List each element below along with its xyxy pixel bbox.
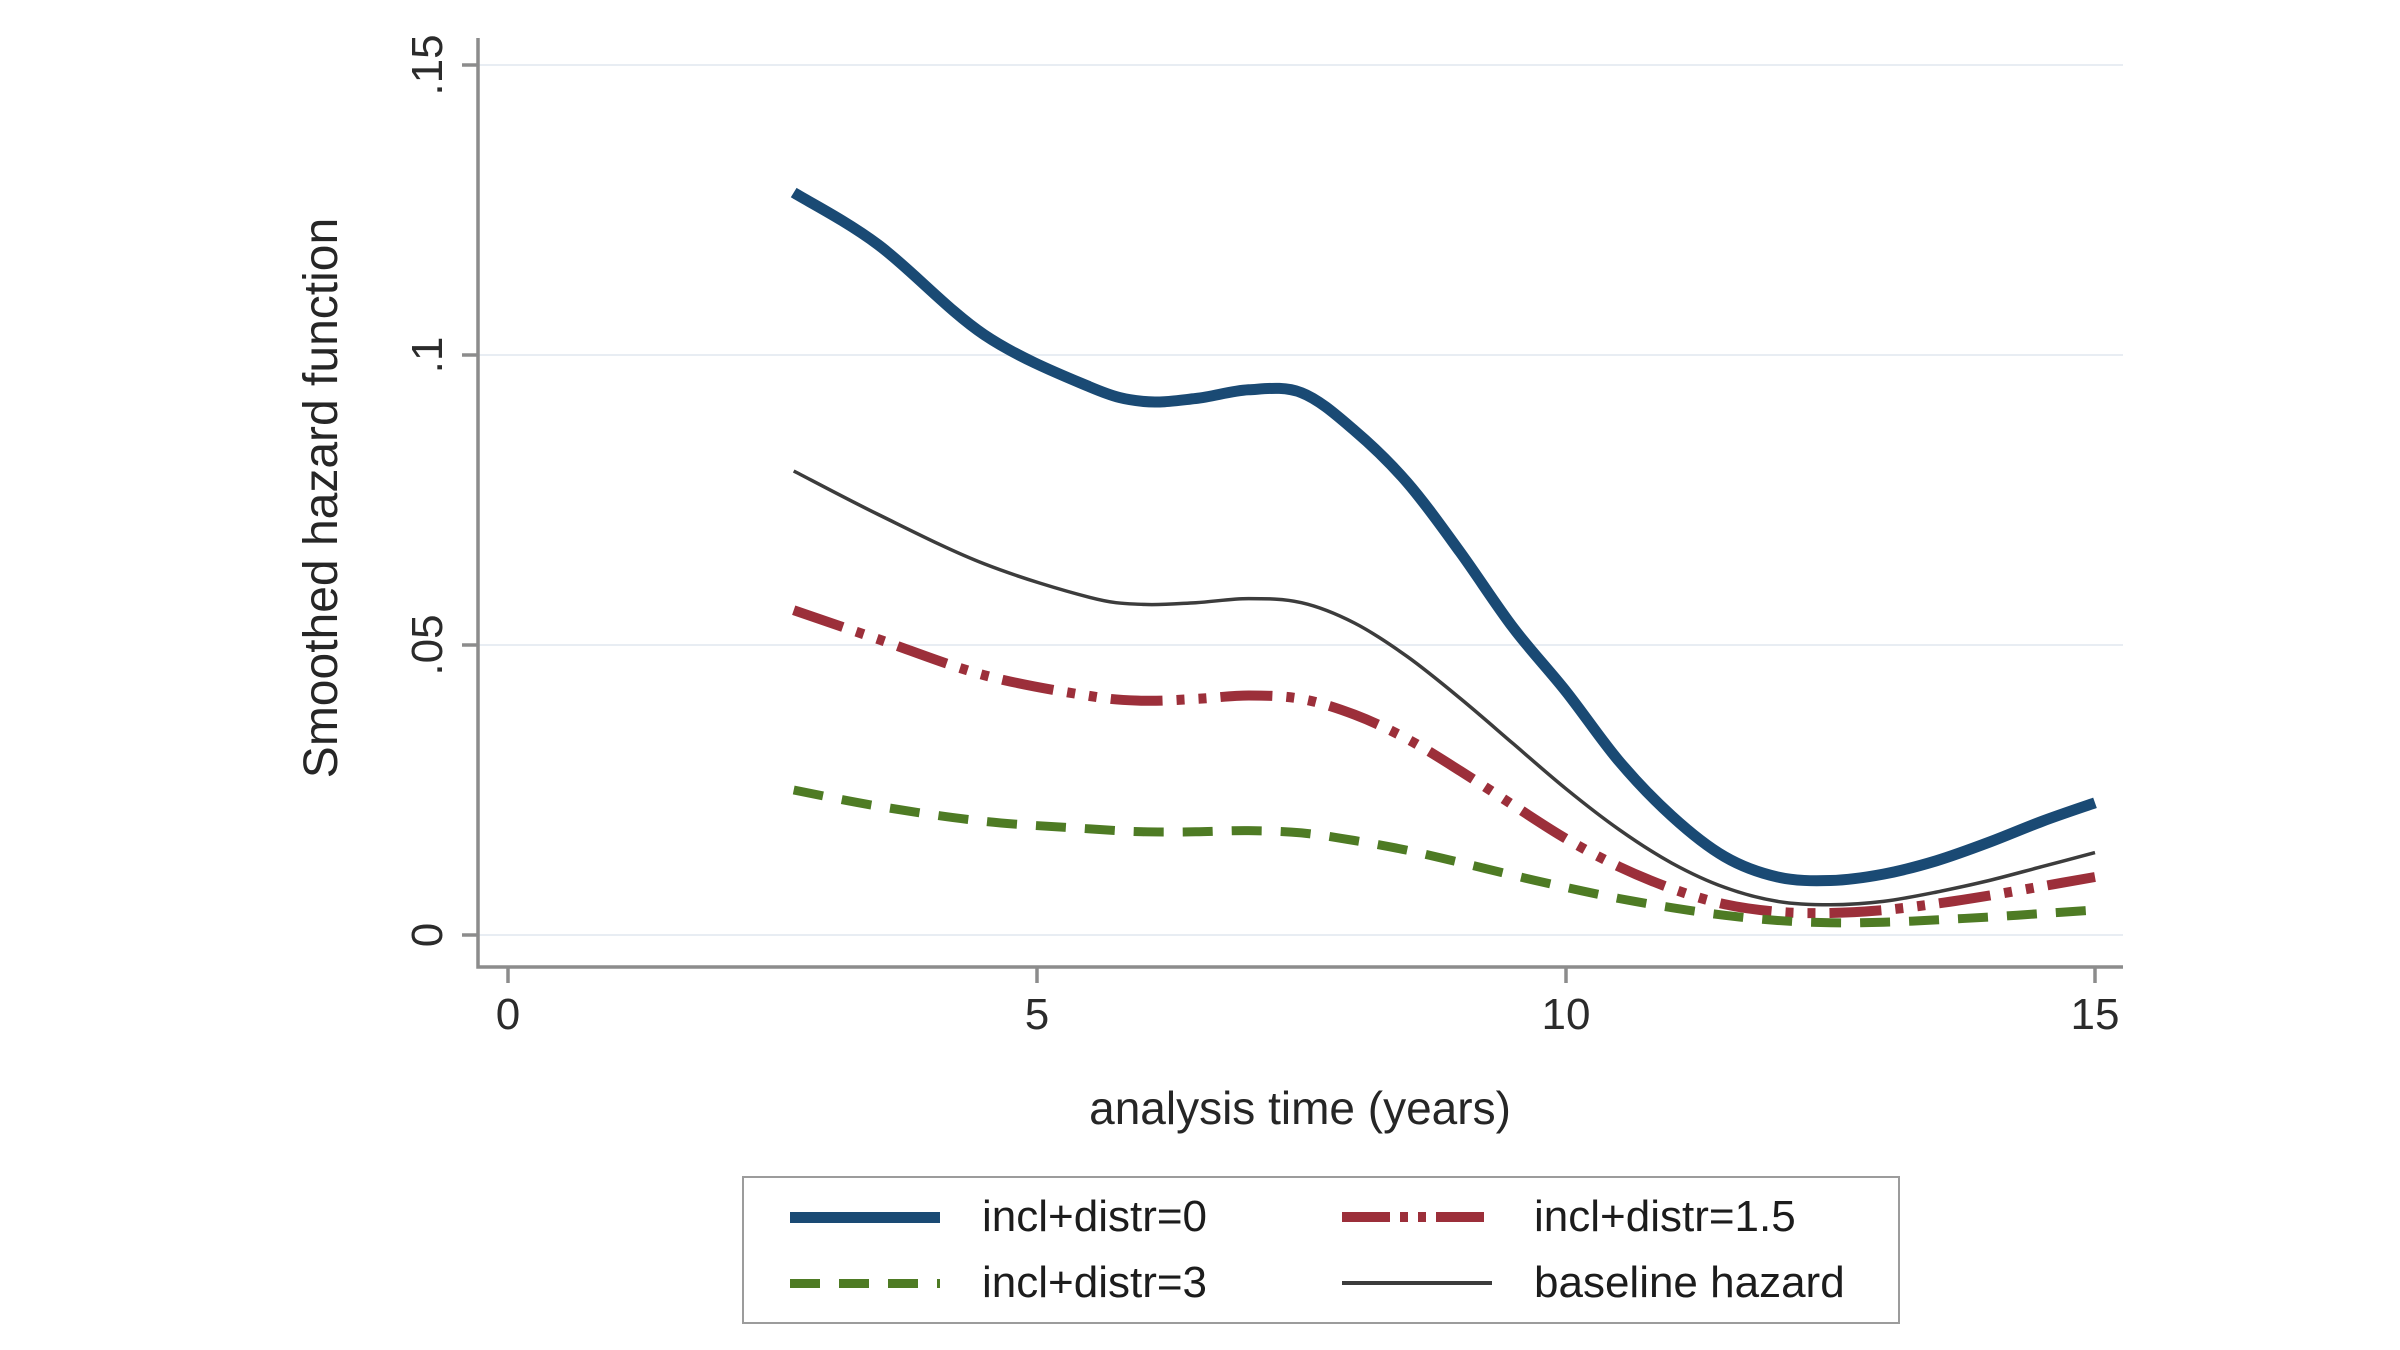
legend-box: incl+distr=0 incl+distr=1.5 incl+distr=3… xyxy=(742,1176,1900,1324)
series-line-0 xyxy=(790,187,2097,887)
x-tick-label-15: 15 xyxy=(2070,990,2120,1039)
y-tick-label-1: .1 xyxy=(403,336,452,374)
legend-line-sample-incl-distr-0 xyxy=(790,1211,940,1223)
legend-label-baseline-hazard: baseline hazard xyxy=(1534,1258,1845,1307)
series-line-1 xyxy=(792,605,2096,919)
legend-line-sample-incl-distr-3 xyxy=(790,1278,940,1288)
axis-lines xyxy=(476,38,2123,969)
y-tick-label-05: .05 xyxy=(403,614,452,676)
x-axis-title: analysis time (years) xyxy=(1089,1082,1511,1134)
series-line-2 xyxy=(792,785,2096,928)
y-axis-title: Smoothed hazard function xyxy=(295,217,348,779)
series-line-3 xyxy=(792,469,2096,907)
legend-line-sample-incl-distr-1-5 xyxy=(1342,1212,1492,1222)
legend-label-incl-distr-3: incl+distr=3 xyxy=(982,1258,1208,1307)
legend-label-incl-distr-0: incl+distr=0 xyxy=(982,1192,1208,1241)
x-tick-label-5: 5 xyxy=(1024,990,1050,1039)
y-tick-label-0: 0 xyxy=(403,922,452,948)
legend-line-sample-baseline-hazard xyxy=(1342,1281,1492,1285)
legend-label-incl-distr-1-5: incl+distr=1.5 xyxy=(1534,1192,1796,1241)
y-tick-label-15: .15 xyxy=(403,34,452,96)
x-tick-label-0: 0 xyxy=(495,990,521,1039)
x-tick-label-10: 10 xyxy=(1541,990,1591,1039)
